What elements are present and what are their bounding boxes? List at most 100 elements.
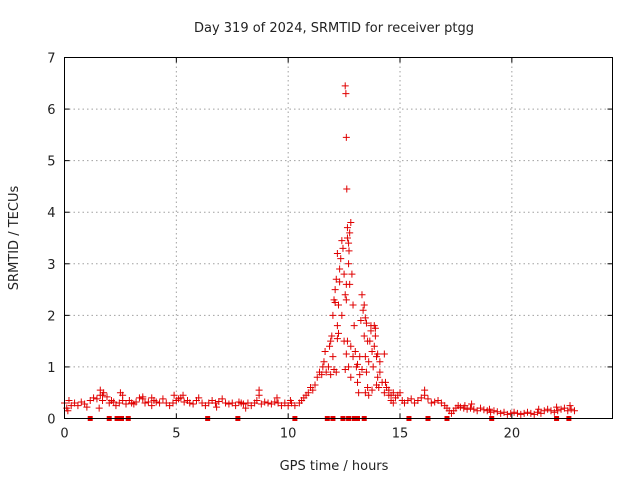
y-tick-label: 6 [47, 103, 55, 118]
data-point [195, 394, 203, 402]
data-point [547, 407, 555, 415]
data-point [320, 358, 328, 366]
data-point [110, 398, 118, 406]
data-point [180, 398, 188, 406]
data-point [396, 389, 404, 397]
data-point [342, 350, 350, 358]
data-point [424, 395, 432, 403]
data-point [122, 400, 130, 408]
y-tick-label: 4 [47, 206, 55, 221]
data-point [332, 368, 340, 376]
data-point [309, 386, 317, 394]
data-point [343, 234, 351, 242]
data-point [354, 378, 362, 386]
data-point [186, 399, 194, 407]
data-point [360, 301, 368, 309]
data-point [222, 399, 230, 407]
data-point [337, 255, 345, 263]
x-axis-label: GPS time / hours [280, 459, 389, 474]
data-point [179, 391, 187, 399]
data-point [119, 391, 127, 399]
data-point [368, 386, 376, 394]
data-point [93, 395, 101, 403]
x-tick-label: 10 [280, 427, 297, 442]
data-point [347, 342, 355, 350]
data-point [345, 363, 353, 371]
data-point [421, 386, 429, 394]
data-point [358, 291, 366, 299]
data-point [365, 391, 373, 399]
data-point [346, 280, 354, 288]
data-point [329, 353, 337, 361]
data-point [427, 399, 435, 407]
x-tick-label: 5 [172, 427, 180, 442]
data-point [468, 400, 476, 408]
data-point [520, 409, 528, 417]
data-point [347, 373, 355, 381]
data-point [566, 402, 574, 410]
data-point [321, 347, 329, 355]
data-point [232, 402, 240, 410]
data-point [553, 403, 561, 411]
data-point [554, 407, 562, 415]
data-point [362, 368, 370, 376]
data-point [510, 408, 518, 416]
data-point [336, 278, 344, 286]
data-point [350, 322, 358, 330]
data-point [83, 403, 91, 411]
data-point [360, 332, 368, 340]
data-point [144, 398, 152, 406]
data-point [354, 360, 362, 368]
y-axis-label: SRMTID / TECUs [7, 186, 22, 291]
data-point [355, 389, 363, 397]
grid-layer [64, 57, 613, 419]
data-point [404, 396, 412, 404]
tick-layer: 0 5 10 15 20 0 1 2 3 4 5 6 7 [47, 52, 613, 442]
data-point [376, 358, 384, 366]
data-point [349, 301, 357, 309]
data-point [311, 381, 319, 389]
data-point [132, 398, 140, 406]
data-point [338, 311, 346, 319]
chart-title: Day 319 of 2024, SRMTID for receiver ptg… [194, 21, 474, 36]
y-tick-label: 3 [47, 258, 55, 273]
data-point [148, 402, 156, 410]
data-point [96, 386, 104, 394]
data-point [345, 239, 353, 247]
data-point [374, 350, 382, 358]
data-point [291, 402, 299, 410]
data-point [189, 400, 197, 408]
data-point [99, 391, 107, 399]
data-point [361, 314, 369, 322]
data-point [477, 404, 485, 412]
x-tick-label: 0 [60, 427, 68, 442]
data-point [493, 408, 501, 416]
data-point [139, 393, 147, 401]
data-point [369, 363, 377, 371]
data-point [380, 350, 388, 358]
data-point [343, 224, 351, 232]
y-tick-label: 2 [47, 309, 55, 324]
data-point [349, 353, 357, 361]
data-point [564, 407, 572, 415]
data-point [497, 409, 505, 417]
data-point [534, 408, 542, 416]
data-point [385, 391, 393, 399]
data-point [333, 335, 341, 343]
data-point [480, 406, 488, 414]
data-point [342, 296, 350, 304]
data-point [503, 410, 511, 418]
data-point [346, 229, 354, 237]
data-point [333, 249, 341, 257]
y-tick-label: 7 [47, 52, 55, 67]
data-point [374, 373, 382, 381]
data-point [431, 398, 439, 406]
data-point [156, 399, 164, 407]
data-point [328, 332, 336, 340]
data-point [466, 404, 474, 412]
point-layer [61, 82, 578, 421]
data-point [345, 260, 353, 268]
data-point [336, 265, 344, 273]
data-point [470, 405, 478, 413]
